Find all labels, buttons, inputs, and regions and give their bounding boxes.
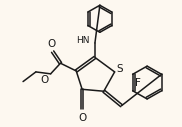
- Text: O: O: [40, 75, 49, 85]
- Text: O: O: [78, 113, 86, 123]
- Text: F: F: [135, 78, 141, 88]
- Text: O: O: [33, 56, 41, 66]
- Text: HN: HN: [76, 36, 90, 45]
- Text: O: O: [48, 39, 56, 49]
- Text: S: S: [117, 64, 123, 74]
